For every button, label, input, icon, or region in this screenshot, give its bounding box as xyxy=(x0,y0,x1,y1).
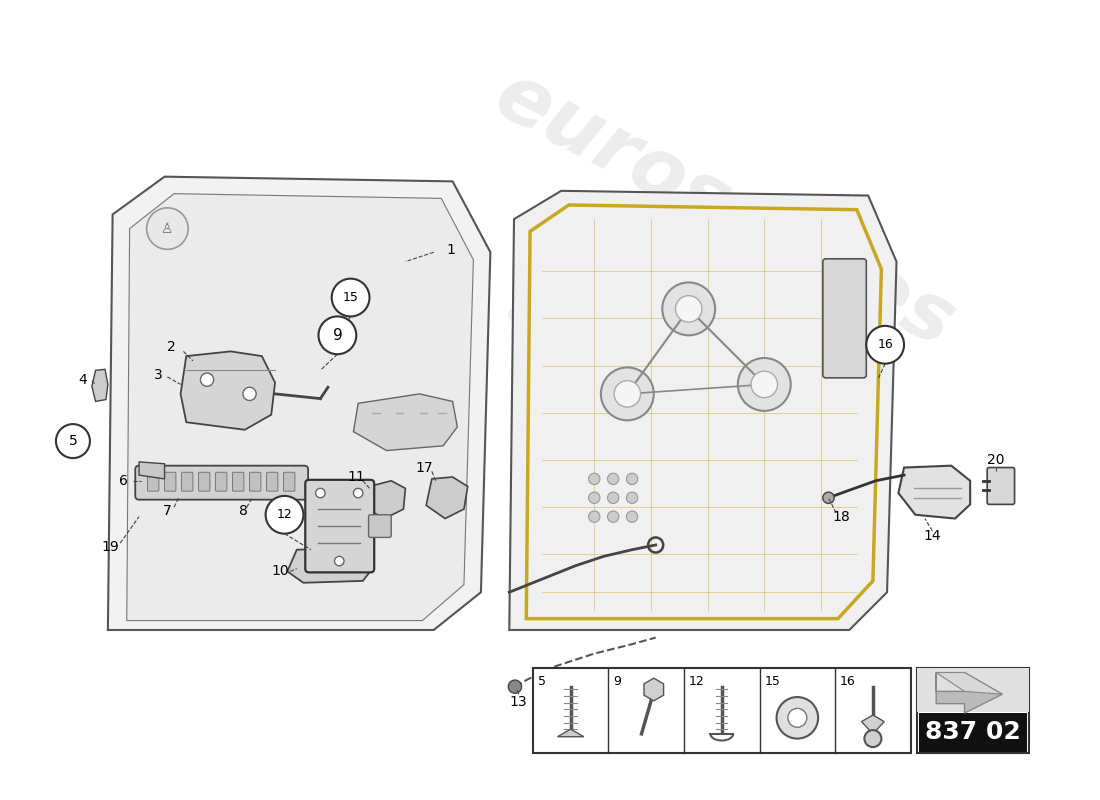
Polygon shape xyxy=(936,673,1002,694)
Text: 2: 2 xyxy=(167,340,176,354)
Text: 20: 20 xyxy=(987,453,1004,467)
FancyBboxPatch shape xyxy=(823,259,867,378)
FancyBboxPatch shape xyxy=(147,472,158,491)
Polygon shape xyxy=(287,548,372,582)
Polygon shape xyxy=(108,177,491,630)
FancyBboxPatch shape xyxy=(165,472,176,491)
Text: 11: 11 xyxy=(348,470,365,484)
Text: 13: 13 xyxy=(510,694,528,709)
Circle shape xyxy=(316,488,326,498)
Circle shape xyxy=(588,492,600,503)
Text: 1985: 1985 xyxy=(613,389,801,530)
FancyBboxPatch shape xyxy=(216,472,227,491)
Text: 3: 3 xyxy=(154,368,163,382)
Polygon shape xyxy=(139,462,165,479)
Polygon shape xyxy=(558,729,584,737)
Text: 15: 15 xyxy=(764,675,780,688)
Text: 12: 12 xyxy=(689,675,704,688)
Circle shape xyxy=(823,492,834,503)
Polygon shape xyxy=(899,466,970,518)
Polygon shape xyxy=(353,394,458,450)
Circle shape xyxy=(243,387,256,401)
Text: 19: 19 xyxy=(102,540,120,554)
Text: 6: 6 xyxy=(120,474,129,488)
Circle shape xyxy=(662,282,715,335)
Text: 1: 1 xyxy=(447,243,455,258)
Circle shape xyxy=(607,474,619,485)
Circle shape xyxy=(751,371,778,398)
Text: 9: 9 xyxy=(332,328,342,343)
Text: 14: 14 xyxy=(924,529,942,542)
Circle shape xyxy=(777,697,818,738)
FancyBboxPatch shape xyxy=(917,668,1028,753)
Circle shape xyxy=(865,730,881,747)
FancyBboxPatch shape xyxy=(987,467,1014,504)
Polygon shape xyxy=(509,191,896,630)
Polygon shape xyxy=(426,477,467,518)
Circle shape xyxy=(675,296,702,322)
Text: 16: 16 xyxy=(878,338,893,351)
FancyBboxPatch shape xyxy=(232,472,244,491)
Circle shape xyxy=(332,278,370,317)
Circle shape xyxy=(626,474,638,485)
Circle shape xyxy=(626,511,638,522)
Text: 5: 5 xyxy=(68,434,77,448)
Text: a passion for: a passion for xyxy=(499,287,756,450)
Text: 18: 18 xyxy=(833,510,850,524)
Text: 837 02: 837 02 xyxy=(925,719,1021,743)
Text: 4: 4 xyxy=(78,373,87,386)
FancyBboxPatch shape xyxy=(532,668,911,753)
Circle shape xyxy=(319,317,356,354)
Text: 5: 5 xyxy=(538,675,546,688)
Circle shape xyxy=(738,358,791,411)
Circle shape xyxy=(867,326,904,364)
Circle shape xyxy=(607,511,619,522)
Polygon shape xyxy=(936,673,1002,713)
Text: 16: 16 xyxy=(839,675,856,688)
FancyBboxPatch shape xyxy=(198,472,210,491)
FancyBboxPatch shape xyxy=(284,472,295,491)
Text: ♙: ♙ xyxy=(161,222,174,236)
FancyBboxPatch shape xyxy=(135,466,308,500)
Text: 15: 15 xyxy=(343,291,359,304)
Circle shape xyxy=(56,424,90,458)
Text: 7: 7 xyxy=(163,504,172,518)
Circle shape xyxy=(353,488,363,498)
Circle shape xyxy=(626,492,638,503)
Polygon shape xyxy=(180,351,275,430)
Text: 8: 8 xyxy=(239,504,248,518)
FancyBboxPatch shape xyxy=(182,472,192,491)
Polygon shape xyxy=(861,715,884,734)
Circle shape xyxy=(334,556,344,566)
Text: 10: 10 xyxy=(272,565,289,578)
Text: 9: 9 xyxy=(613,675,621,688)
Circle shape xyxy=(601,367,653,420)
Text: 12: 12 xyxy=(276,508,293,522)
FancyBboxPatch shape xyxy=(920,713,1026,752)
FancyBboxPatch shape xyxy=(917,668,1028,712)
Polygon shape xyxy=(91,370,108,402)
Text: eurospares: eurospares xyxy=(481,56,967,364)
FancyBboxPatch shape xyxy=(306,480,374,572)
Circle shape xyxy=(588,474,600,485)
Text: 17: 17 xyxy=(416,461,433,474)
FancyBboxPatch shape xyxy=(368,514,392,538)
Circle shape xyxy=(146,208,188,250)
Circle shape xyxy=(508,680,521,694)
Polygon shape xyxy=(126,194,473,621)
Circle shape xyxy=(614,381,640,407)
Circle shape xyxy=(265,496,304,534)
Circle shape xyxy=(607,492,619,503)
Circle shape xyxy=(788,708,806,727)
FancyBboxPatch shape xyxy=(250,472,261,491)
Circle shape xyxy=(588,511,600,522)
FancyBboxPatch shape xyxy=(266,472,278,491)
Circle shape xyxy=(200,373,213,386)
Polygon shape xyxy=(364,481,406,518)
